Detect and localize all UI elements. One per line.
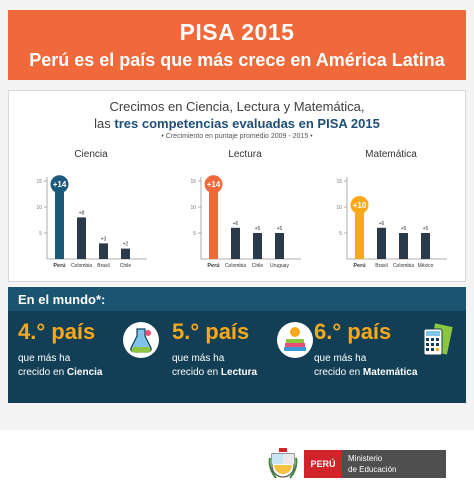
- rank-line2: crecido en Lectura: [172, 367, 257, 378]
- world-section: En el mundo*: 4.° país que más ha crecid…: [8, 287, 466, 403]
- charts-panel: Crecimos en Ciencia, Lectura y Matemátic…: [8, 90, 466, 282]
- bar: [209, 186, 218, 259]
- bar: [121, 248, 130, 259]
- ministry-line1: Ministerio: [348, 454, 383, 463]
- data-label: +5: [277, 226, 283, 232]
- chart-title: Ciencia: [74, 149, 108, 160]
- x-tick-label: Perú: [353, 263, 365, 269]
- header-banner: PISA 2015 Perú es el país que más crece …: [8, 10, 466, 80]
- rank-line1: que más ha: [314, 353, 367, 364]
- rank-value: 6.° país: [314, 319, 392, 344]
- chart-title: Lectura: [228, 149, 262, 160]
- world-title-strip: [8, 287, 466, 311]
- x-tick-label: Brasil: [375, 263, 388, 269]
- data-label: +3: [101, 236, 107, 242]
- y-tick-label: 5: [339, 231, 342, 237]
- rank-card-ciencia: 4.° país que más ha crecido en Ciencia: [18, 319, 164, 395]
- rank-line2-pre: crecido en: [314, 367, 363, 378]
- bar: [355, 207, 364, 259]
- ministry-line2: de Educación: [348, 465, 397, 474]
- data-label: +8: [79, 210, 85, 216]
- bar: [253, 233, 262, 259]
- y-tick-label: 5: [39, 231, 42, 237]
- rank-line2-subject: Matemática: [362, 367, 418, 378]
- bar: [231, 227, 240, 259]
- bar: [275, 233, 284, 259]
- x-tick-label: Brasil: [97, 263, 110, 269]
- rank-line2-pre: crecido en: [18, 367, 67, 378]
- page-subtitle: Perú es el país que más crece en América…: [29, 50, 445, 70]
- panel-heading-line1: Crecimos en Ciencia, Lectura y Matemátic…: [109, 99, 365, 114]
- page-title: PISA 2015: [179, 19, 295, 45]
- x-tick-label: Uruguay: [270, 263, 289, 269]
- y-tick-label: 15: [336, 179, 342, 185]
- data-label: +14: [53, 180, 67, 189]
- x-tick-label: México: [418, 263, 434, 269]
- panel-heading-line2: las tres competencias evaluadas en PISA …: [9, 116, 465, 131]
- data-label: +5: [423, 226, 429, 232]
- rank-line1: que más ha: [18, 353, 71, 364]
- y-tick-label: 10: [336, 205, 342, 211]
- x-tick-label: Perú: [207, 263, 219, 269]
- bar: [421, 233, 430, 259]
- data-label: +5: [255, 226, 261, 232]
- y-tick-label: 10: [190, 205, 196, 211]
- y-tick-label: 10: [36, 205, 42, 211]
- data-label: +10: [353, 201, 367, 210]
- chart-title: Matemática: [365, 149, 417, 160]
- x-tick-label: Chile: [120, 263, 132, 269]
- data-label-badge: [50, 175, 69, 194]
- rank-line2: crecido en Ciencia: [18, 367, 103, 378]
- coat-of-arms-icon: [268, 448, 298, 479]
- bar: [55, 186, 64, 259]
- panel-note: • Crecimiento en puntaje promedio 2009 -…: [161, 133, 313, 140]
- data-label: +14: [207, 180, 221, 189]
- panel-heading-line2-bold: tres competencias evaluadas en PISA 2015: [114, 116, 380, 131]
- x-tick-label: Colombia: [71, 263, 92, 269]
- world-title: En el mundo*:: [18, 292, 106, 307]
- bar: [77, 217, 86, 259]
- rank-line2-subject: Ciencia: [66, 367, 103, 378]
- rank-line2-pre: crecido en: [172, 367, 221, 378]
- data-label-badge: [350, 196, 369, 214]
- panel-heading-line2-pre: las: [94, 116, 115, 131]
- rank-line2-subject: Lectura: [220, 367, 258, 378]
- x-tick-label: Chile: [252, 263, 264, 269]
- rank-value: 5.° país: [172, 319, 250, 344]
- footer: PERÚ Ministerio de Educación: [0, 430, 474, 495]
- rank-value: 4.° país: [18, 319, 96, 344]
- rank-line1: que más ha: [172, 353, 225, 364]
- calculator-icon: [423, 323, 453, 356]
- x-tick-label: Colombia: [225, 263, 246, 269]
- x-tick-label: Perú: [53, 263, 65, 269]
- y-tick-label: 15: [36, 179, 42, 185]
- bar: [99, 243, 108, 259]
- ministry-logo: Ministerio de Educación: [342, 450, 446, 478]
- rank-card-lectura: 5.° país que más ha crecido en Lectura: [172, 319, 318, 395]
- flask-icon: [123, 322, 159, 358]
- bar: [399, 233, 408, 259]
- rank-card-matematica: 6.° país que más ha crecido en Matemátic…: [314, 319, 460, 395]
- peru-logo: PERÚ: [304, 450, 342, 478]
- book-icon: [277, 322, 313, 358]
- data-label: +6: [379, 221, 385, 227]
- y-tick-label: 15: [190, 179, 196, 185]
- bar-charts: Ciencia 15 10 5 +14 Perú +8 Colombia +3 Brasil +2 C…: [36, 149, 447, 269]
- data-label: +5: [401, 226, 407, 232]
- x-tick-label: Colombia: [393, 263, 414, 269]
- rank-line2: crecido en Matemática: [314, 367, 417, 378]
- y-tick-label: 5: [193, 231, 196, 237]
- data-label: +6: [233, 221, 239, 227]
- bar: [377, 227, 386, 259]
- data-label-badge: [204, 175, 223, 194]
- data-label: +2: [123, 242, 129, 248]
